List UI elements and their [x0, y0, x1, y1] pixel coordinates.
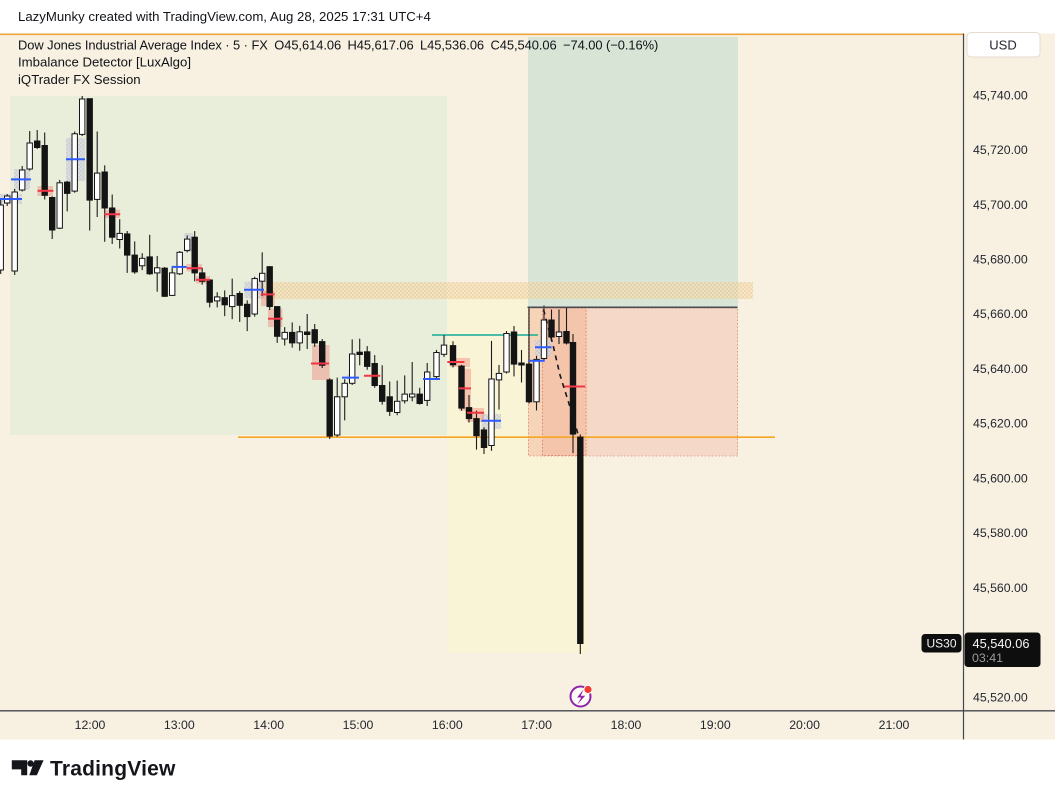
svg-text:45,600.00: 45,600.00 — [973, 471, 1028, 485]
svg-text:15:00: 15:00 — [343, 718, 374, 732]
svg-text:18:00: 18:00 — [611, 718, 642, 732]
svg-text:iQTrader FX Session: iQTrader FX Session — [18, 72, 141, 87]
svg-text:Imbalance Detector [LuxAlgo]: Imbalance Detector [LuxAlgo] — [18, 55, 191, 70]
svg-text:45,560.00: 45,560.00 — [973, 581, 1028, 595]
svg-text:45,580.00: 45,580.00 — [973, 526, 1028, 540]
svg-text:LazyMunky created with Trading: LazyMunky created with TradingView.com, … — [18, 9, 431, 24]
svg-text:45,520.00: 45,520.00 — [973, 690, 1028, 704]
svg-text:13:00: 13:00 — [164, 718, 195, 732]
svg-text:45,700.00: 45,700.00 — [973, 198, 1028, 212]
svg-text:19:00: 19:00 — [700, 718, 731, 732]
svg-text:21:00: 21:00 — [879, 718, 910, 732]
svg-text:45,640.00: 45,640.00 — [973, 362, 1028, 376]
svg-text:20:00: 20:00 — [789, 718, 820, 732]
svg-text:TradingView: TradingView — [50, 758, 176, 781]
svg-text:Dow Jones Industrial Average I: Dow Jones Industrial Average Index · 5 ·… — [18, 38, 658, 53]
svg-text:17:00: 17:00 — [521, 718, 552, 732]
svg-text:USD: USD — [989, 38, 1016, 53]
svg-text:45,660.00: 45,660.00 — [973, 307, 1028, 321]
svg-text:14:00: 14:00 — [253, 718, 284, 732]
svg-text:45,720.00: 45,720.00 — [973, 143, 1028, 157]
svg-text:12:00: 12:00 — [75, 718, 106, 732]
svg-text:45,740.00: 45,740.00 — [973, 88, 1028, 102]
svg-text:03:41: 03:41 — [972, 651, 1003, 665]
svg-text:16:00: 16:00 — [432, 718, 463, 732]
svg-text:45,680.00: 45,680.00 — [973, 253, 1028, 267]
svg-text:45,540.06: 45,540.06 — [973, 636, 1030, 651]
svg-text:45,620.00: 45,620.00 — [973, 417, 1028, 431]
svg-text:US30: US30 — [926, 636, 956, 650]
